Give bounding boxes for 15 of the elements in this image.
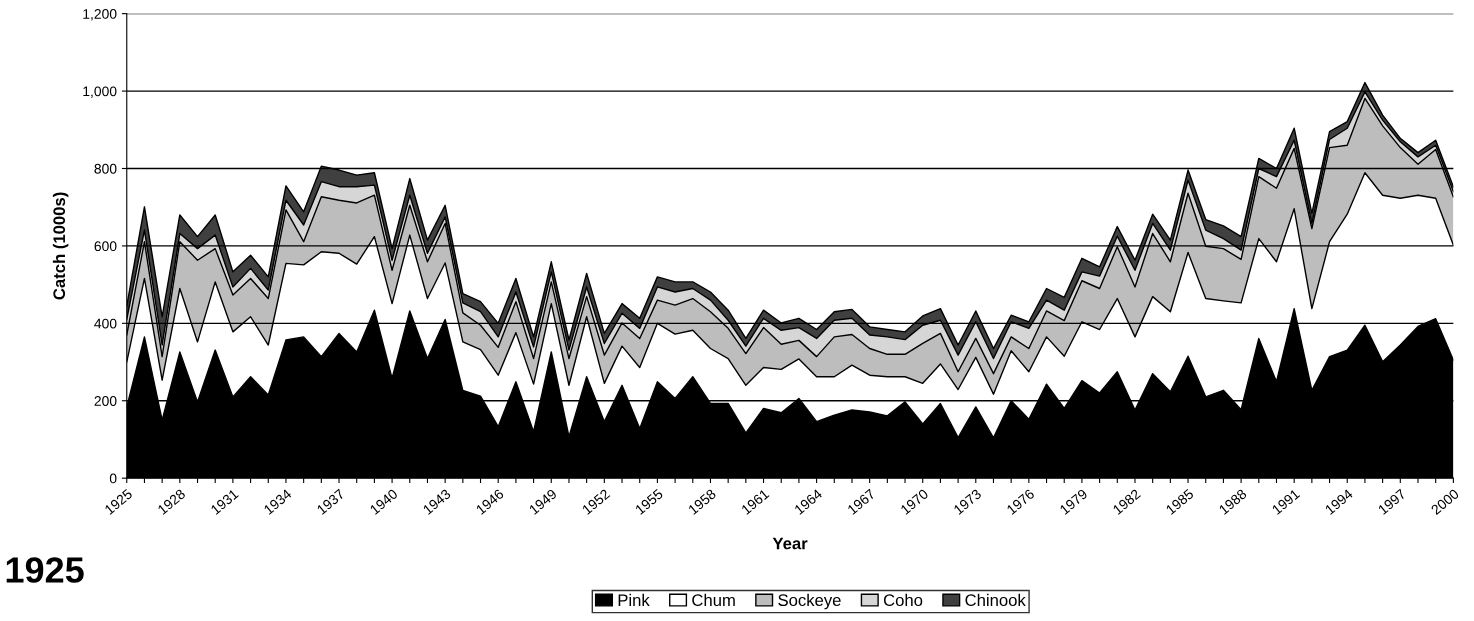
legend-label: Sockeye xyxy=(778,593,841,610)
legend-label: Chinook xyxy=(965,593,1026,607)
y-tick-label: 200 xyxy=(94,396,117,406)
y-tick-label: 800 xyxy=(94,163,117,174)
y-axis-title: Catch (1000s) xyxy=(52,192,69,300)
x-axis-title: Year xyxy=(772,537,808,550)
legend-label: Chum xyxy=(692,593,735,607)
y-tick-label: 1,000 xyxy=(83,86,117,98)
y-tick-label: 0 xyxy=(109,473,117,484)
legend-label: Pink xyxy=(618,593,650,606)
y-tick-label: 600 xyxy=(94,241,117,252)
text: 1925 xyxy=(6,557,84,583)
y-tick-label: 400 xyxy=(94,318,117,329)
y-tick-label: 1,200 xyxy=(83,9,117,21)
legend-label: Coho xyxy=(883,593,923,607)
